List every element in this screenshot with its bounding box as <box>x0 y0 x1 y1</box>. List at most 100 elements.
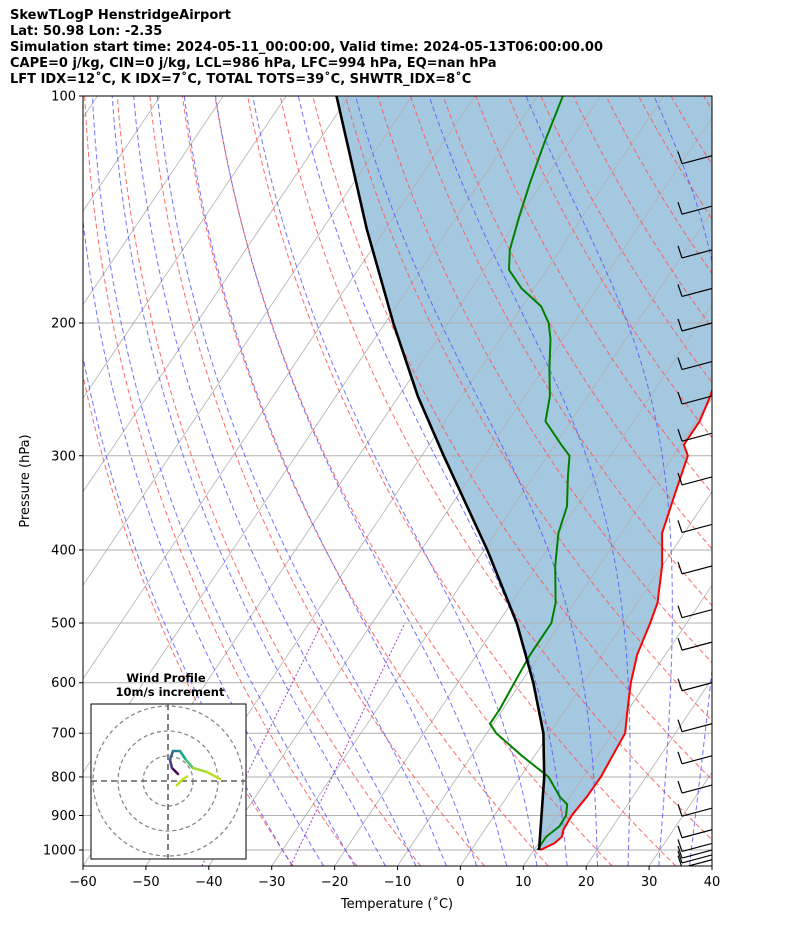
isotherm-line <box>711 865 712 866</box>
wind-barb-shaft <box>681 609 712 619</box>
x-tick-label: 20 <box>578 875 595 890</box>
isotherm-line <box>460 491 712 866</box>
moist-adiabat-line <box>83 354 293 866</box>
wind-barb-flag <box>677 391 683 405</box>
x-tick-label: −10 <box>384 875 411 890</box>
wind-barb <box>677 751 712 765</box>
y-tick-label: 900 <box>51 809 76 824</box>
wind-barb-flag <box>677 839 683 852</box>
wind-barb-shaft <box>681 395 712 405</box>
isotherm-line <box>775 96 794 866</box>
wind-barb-shaft <box>681 360 712 371</box>
hodograph-segment <box>191 766 209 774</box>
wind-barb <box>677 318 712 332</box>
index-line: LFT IDX=12˚C, K IDX=7˚C, TOTAL TOTS=39˚C… <box>10 72 472 87</box>
wind-barb <box>677 245 712 259</box>
y-tick-label: 1000 <box>43 844 76 859</box>
moist-adiabat-line <box>252 96 538 866</box>
dry-adiabat-line <box>475 96 712 494</box>
chart-header: SkewTLogP HenstridgeAirport Lat: 50.98 L… <box>10 8 603 88</box>
isotherm-line <box>83 96 287 399</box>
y-tick-label: 700 <box>51 727 76 742</box>
x-tick-label: 40 <box>704 875 721 890</box>
hodograph-segment <box>178 749 188 762</box>
inset-range-ring <box>117 730 219 832</box>
wind-barb-shaft <box>681 432 712 442</box>
y-tick-label: 100 <box>51 90 76 105</box>
wind-barb-shaft <box>681 476 712 486</box>
dry-adiabat-line <box>736 96 794 866</box>
wind-barb-shaft <box>686 859 712 866</box>
chart-title: SkewTLogP HenstridgeAirport <box>10 8 231 23</box>
wind-barb-shaft <box>681 322 712 332</box>
wind-barb-shaft <box>681 641 712 651</box>
hodograph-segment <box>205 770 222 781</box>
wind-barb-flag <box>677 284 683 297</box>
isotherm-line <box>83 96 350 493</box>
y-tick-label: 300 <box>51 449 76 464</box>
wind-barb <box>677 850 712 864</box>
wind-barb <box>677 391 712 405</box>
dry-adiabat-line <box>149 96 485 866</box>
wind-barb <box>677 839 712 852</box>
wind-barb <box>677 428 712 442</box>
wind-barb <box>677 561 712 575</box>
isotherm-line <box>83 96 413 587</box>
wind-barb <box>677 825 712 839</box>
wind-barb-flag <box>677 151 683 164</box>
wind-barb-flag <box>677 201 683 215</box>
wind-barb-flag <box>677 719 683 732</box>
wind-barb-flag <box>677 605 683 618</box>
dry-adiabat-line <box>247 96 677 866</box>
cape-line: CAPE=0 j/kg, CIN=0 j/kg, LCL=986 hPa, LF… <box>10 56 497 71</box>
wind-barb <box>677 678 712 692</box>
wind-barb-flag <box>677 637 683 651</box>
wind-barb <box>677 605 712 619</box>
cape-cin-shading <box>336 96 712 850</box>
temperature-line <box>539 387 712 851</box>
wind-barb <box>677 719 712 733</box>
wind-barb <box>677 284 712 298</box>
wind-barb-flag <box>677 780 683 794</box>
wind-barb-shaft <box>681 807 712 817</box>
hodograph-segment <box>170 766 180 776</box>
wind-barb-flag <box>677 845 683 859</box>
plot-area <box>83 96 794 866</box>
dry-adiabat-line <box>279 96 712 841</box>
wind-barb-flag <box>677 428 683 442</box>
isotherm-line <box>585 678 712 866</box>
y-tick-label: 200 <box>51 316 76 331</box>
dry-adiabat-line <box>312 96 712 781</box>
wind-barb-flag <box>677 318 683 332</box>
wind-barb <box>677 803 712 817</box>
isotherm-line <box>397 397 712 866</box>
wind-barb-shaft <box>681 205 712 215</box>
wind-barb-flag <box>677 825 683 838</box>
wind-barb-shaft <box>681 682 712 692</box>
wind-barb-shaft <box>681 523 712 534</box>
dry-adiabat-line <box>83 373 294 866</box>
dewpoint-line <box>488 96 571 851</box>
wind-barb <box>677 845 712 859</box>
wind-barb-flag <box>677 678 683 691</box>
dry-adiabat-line <box>214 96 613 866</box>
wind-barb-flag <box>677 803 683 817</box>
wind-barb-flag <box>677 520 683 533</box>
inset-plot <box>91 704 246 859</box>
wind-barb-shaft <box>681 565 712 575</box>
wind-barb-shaft <box>681 155 712 165</box>
dry-adiabat-line <box>442 96 712 550</box>
wind-barb-shaft <box>681 784 712 794</box>
x-tick-label: −50 <box>132 875 159 890</box>
dry-adiabat-line <box>410 96 712 607</box>
inset-subtitle: 10m/s increment <box>116 685 225 699</box>
hodograph-segment <box>168 749 175 762</box>
x-tick-label: −40 <box>195 875 222 890</box>
hodograph-segment <box>168 758 174 770</box>
y-tick-label: 500 <box>51 617 76 632</box>
isotherm-line <box>83 96 224 306</box>
location-line: Lat: 50.98 Lon: -2.35 <box>10 24 163 39</box>
moist-adiabat-line <box>428 96 631 866</box>
y-tick-label: 800 <box>51 770 76 785</box>
wind-barb <box>677 357 712 371</box>
